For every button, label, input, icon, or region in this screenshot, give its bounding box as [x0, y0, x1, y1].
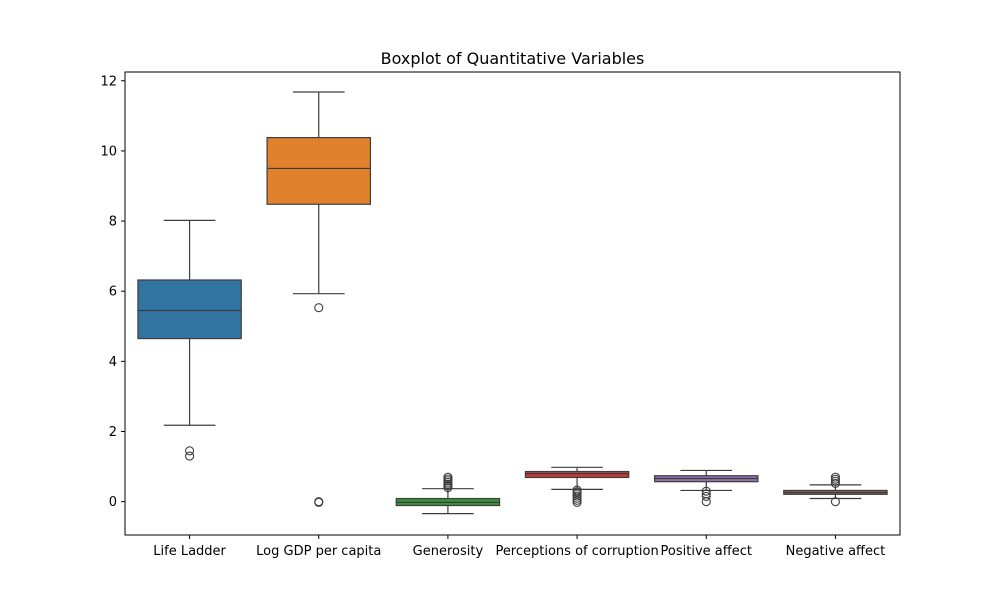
box-group-perceptions-of-corruption [524, 466, 630, 507]
x-tick-label: Life Ladder [153, 544, 226, 559]
x-tick-label: Log GDP per capita [256, 544, 381, 559]
outlier-point [314, 303, 324, 313]
outlier-point [701, 486, 711, 496]
y-tick-label: 0 [109, 495, 117, 510]
box-group-log-gdp-per-capita [266, 91, 372, 507]
box [266, 136, 372, 205]
y-tick-label: 8 [109, 215, 117, 230]
box [137, 279, 242, 340]
y-tick-label: 2 [109, 425, 117, 440]
outlier-point [314, 497, 324, 507]
plot-area [137, 91, 888, 515]
x-tick-label: Perceptions of corruption [495, 544, 658, 559]
y-tick-label: 10 [100, 144, 117, 159]
y-tick-label: 12 [100, 74, 117, 89]
outlier-point [701, 491, 711, 501]
box-group-positive-affect [653, 469, 759, 507]
x-tick-label: Generosity [413, 544, 484, 559]
plot-frame [124, 71, 901, 536]
outlier-point [185, 451, 195, 461]
box [524, 470, 630, 479]
box-group-generosity [395, 472, 501, 515]
y-tick-label: 6 [109, 285, 117, 300]
y-axis: 0 2 4 6 8 10 12 [100, 74, 125, 510]
outlier-point [830, 497, 840, 507]
x-axis: Life Ladder Log GDP per capita Generosity P… [153, 535, 885, 559]
outlier-point [185, 446, 195, 456]
outlier-point [701, 497, 711, 507]
box-group-negative-affect [783, 472, 888, 507]
chart-title: Boxplot of Quantitative Variables [381, 49, 645, 68]
x-tick-label: Negative affect [786, 544, 886, 559]
box-group-life-ladder [137, 219, 242, 461]
outlier-point [572, 497, 582, 507]
y-tick-label: 4 [109, 355, 117, 370]
x-tick-label: Positive affect [661, 544, 752, 559]
outlier-point [830, 472, 840, 482]
outlier-point [443, 472, 453, 482]
